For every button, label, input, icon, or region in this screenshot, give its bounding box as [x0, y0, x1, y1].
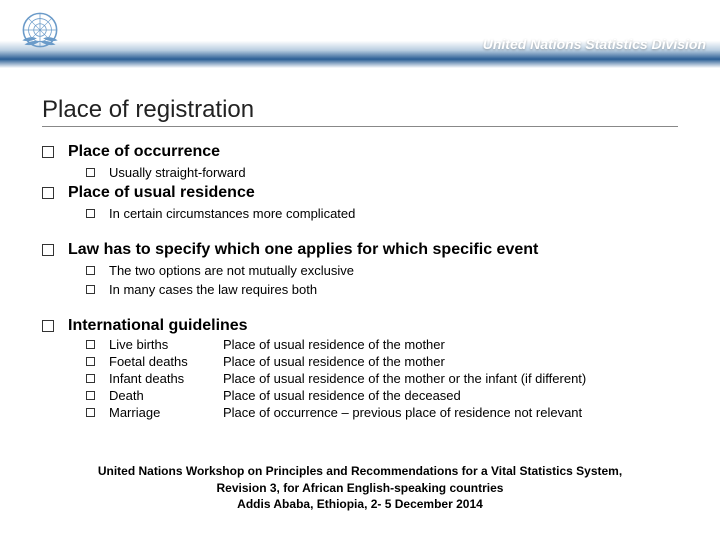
- slide: United Nations Statistics Division Place…: [0, 0, 720, 540]
- section-heading: Place of occurrence: [42, 143, 678, 161]
- page-title: Place of registration: [42, 96, 678, 127]
- section-sub: The two options are not mutually exclusi…: [86, 263, 678, 278]
- bullet-square-icon: [86, 391, 95, 400]
- section-heading-text: Place of occurrence: [68, 143, 220, 161]
- spacer: [42, 301, 678, 313]
- guideline-place: Place of usual residence of the deceased: [223, 388, 461, 403]
- guideline-place: Place of usual residence of the mother: [223, 354, 445, 369]
- division-label: United Nations Statistics Division: [483, 36, 706, 52]
- bullet-square-icon: [42, 146, 54, 158]
- bullet-square-icon: [42, 187, 54, 199]
- bullet-square-icon: [86, 408, 95, 417]
- footer-line: Revision 3, for African English-speaking…: [0, 480, 720, 496]
- guideline-event: Death: [109, 388, 223, 403]
- footer-line: United Nations Workshop on Principles an…: [0, 463, 720, 479]
- guideline-event: Marriage: [109, 405, 223, 420]
- un-emblem-icon: [14, 4, 66, 56]
- bullet-square-icon: [86, 266, 95, 275]
- bullet-square-icon: [86, 168, 95, 177]
- guideline-row: Marriage Place of occurrence – previous …: [86, 405, 678, 420]
- bullet-square-icon: [86, 374, 95, 383]
- un-logo: [14, 4, 66, 56]
- footer: United Nations Workshop on Principles an…: [0, 463, 720, 512]
- section-heading: Place of usual residence: [42, 184, 678, 202]
- guideline-event: Infant deaths: [109, 371, 223, 386]
- guideline-row: Live births Place of usual residence of …: [86, 337, 678, 352]
- guideline-row: Death Place of usual residence of the de…: [86, 388, 678, 403]
- section-heading-text: International guidelines: [68, 317, 248, 335]
- bullet-square-icon: [86, 340, 95, 349]
- section-sub-text: In many cases the law requires both: [109, 282, 317, 297]
- guideline-row: Foetal deaths Place of usual residence o…: [86, 354, 678, 369]
- guideline-row: Infant deaths Place of usual residence o…: [86, 371, 678, 386]
- content-area: Place of registration Place of occurrenc…: [42, 96, 678, 420]
- bullet-square-icon: [42, 244, 54, 256]
- section-sub: In many cases the law requires both: [86, 282, 678, 297]
- guideline-place: Place of usual residence of the mother: [223, 337, 445, 352]
- section-sub-text: Usually straight-forward: [109, 165, 246, 180]
- guideline-event: Live births: [109, 337, 223, 352]
- section-heading-text: Place of usual residence: [68, 184, 255, 202]
- bullet-square-icon: [42, 320, 54, 332]
- section-sub-text: In certain circumstances more complicate…: [109, 206, 355, 221]
- guideline-place: Place of occurrence – previous place of …: [223, 405, 582, 420]
- section-heading: Law has to specify which one applies for…: [42, 241, 678, 259]
- footer-line: Addis Ababa, Ethiopia, 2- 5 December 201…: [0, 496, 720, 512]
- section-sub: In certain circumstances more complicate…: [86, 206, 678, 221]
- guideline-event: Foetal deaths: [109, 354, 223, 369]
- bullet-square-icon: [86, 209, 95, 218]
- section-sub: Usually straight-forward: [86, 165, 678, 180]
- section-heading: International guidelines: [42, 317, 678, 335]
- bullet-square-icon: [86, 357, 95, 366]
- bullet-square-icon: [86, 285, 95, 294]
- section-heading-text: Law has to specify which one applies for…: [68, 241, 538, 259]
- section-sub-text: The two options are not mutually exclusi…: [109, 263, 354, 278]
- spacer: [42, 225, 678, 237]
- guideline-place: Place of usual residence of the mother o…: [223, 371, 586, 386]
